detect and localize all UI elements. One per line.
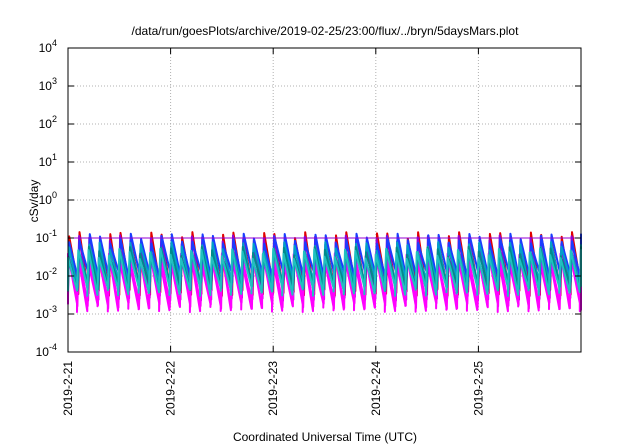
y-tick-label: 10-1 bbox=[36, 228, 57, 245]
grid bbox=[68, 48, 581, 352]
y-tick-base: 10 bbox=[36, 269, 50, 283]
y-tick-base: 10 bbox=[36, 307, 50, 321]
y-tick-base: 10 bbox=[39, 117, 53, 131]
y-tick-label: 10-3 bbox=[36, 304, 57, 321]
y-tick-label: 10-2 bbox=[36, 266, 57, 283]
x-tick-label: 2019-2-24 bbox=[369, 361, 383, 416]
x-ticks: 2019-2-21 2019-2-22 2019-2-23 2019-2-24 2019… bbox=[61, 48, 485, 416]
y-tick-exponent: 0 bbox=[52, 190, 57, 200]
y-tick-label: 103 bbox=[39, 76, 57, 93]
x-axis-label: Coordinated Universal Time (UTC) bbox=[233, 430, 417, 444]
y-tick-exponent: -3 bbox=[49, 304, 57, 314]
y-tick-exponent: 2 bbox=[52, 114, 57, 124]
y-tick-base: 10 bbox=[39, 155, 53, 169]
series-group bbox=[67, 231, 582, 314]
plot-frame bbox=[67, 47, 582, 353]
x-tick-label: 2019-2-25 bbox=[471, 361, 485, 416]
y-tick-exponent: 3 bbox=[52, 76, 57, 86]
x-tick-label: 2019-2-22 bbox=[164, 361, 178, 416]
y-tick-label: 100 bbox=[39, 190, 57, 207]
y-axis-label: cSv/day bbox=[27, 180, 41, 223]
y-tick-exponent: 4 bbox=[52, 38, 57, 48]
x-tick-label: 2019-2-21 bbox=[61, 361, 75, 416]
x-tick-label: 2019-2-23 bbox=[266, 361, 280, 416]
series-line bbox=[67, 247, 582, 297]
chart-title: /data/run/goesPlots/archive/2019-02-25/2… bbox=[132, 24, 520, 38]
y-tick-base: 10 bbox=[39, 193, 53, 207]
y-tick-exponent: 1 bbox=[52, 152, 57, 162]
y-tick-base: 10 bbox=[39, 79, 53, 93]
y-tick-label: 102 bbox=[39, 114, 57, 131]
y-tick-base: 10 bbox=[36, 345, 50, 359]
y-tick-label: 10-4 bbox=[36, 342, 57, 359]
y-tick-base: 10 bbox=[39, 41, 53, 55]
y-tick-exponent: -1 bbox=[49, 228, 57, 238]
y-tick-base: 10 bbox=[36, 231, 50, 245]
y-tick-label: 104 bbox=[39, 38, 57, 55]
y-tick-exponent: -2 bbox=[49, 266, 57, 276]
y-tick-label: 101 bbox=[39, 152, 57, 169]
y-tick-exponent: -4 bbox=[49, 342, 57, 352]
